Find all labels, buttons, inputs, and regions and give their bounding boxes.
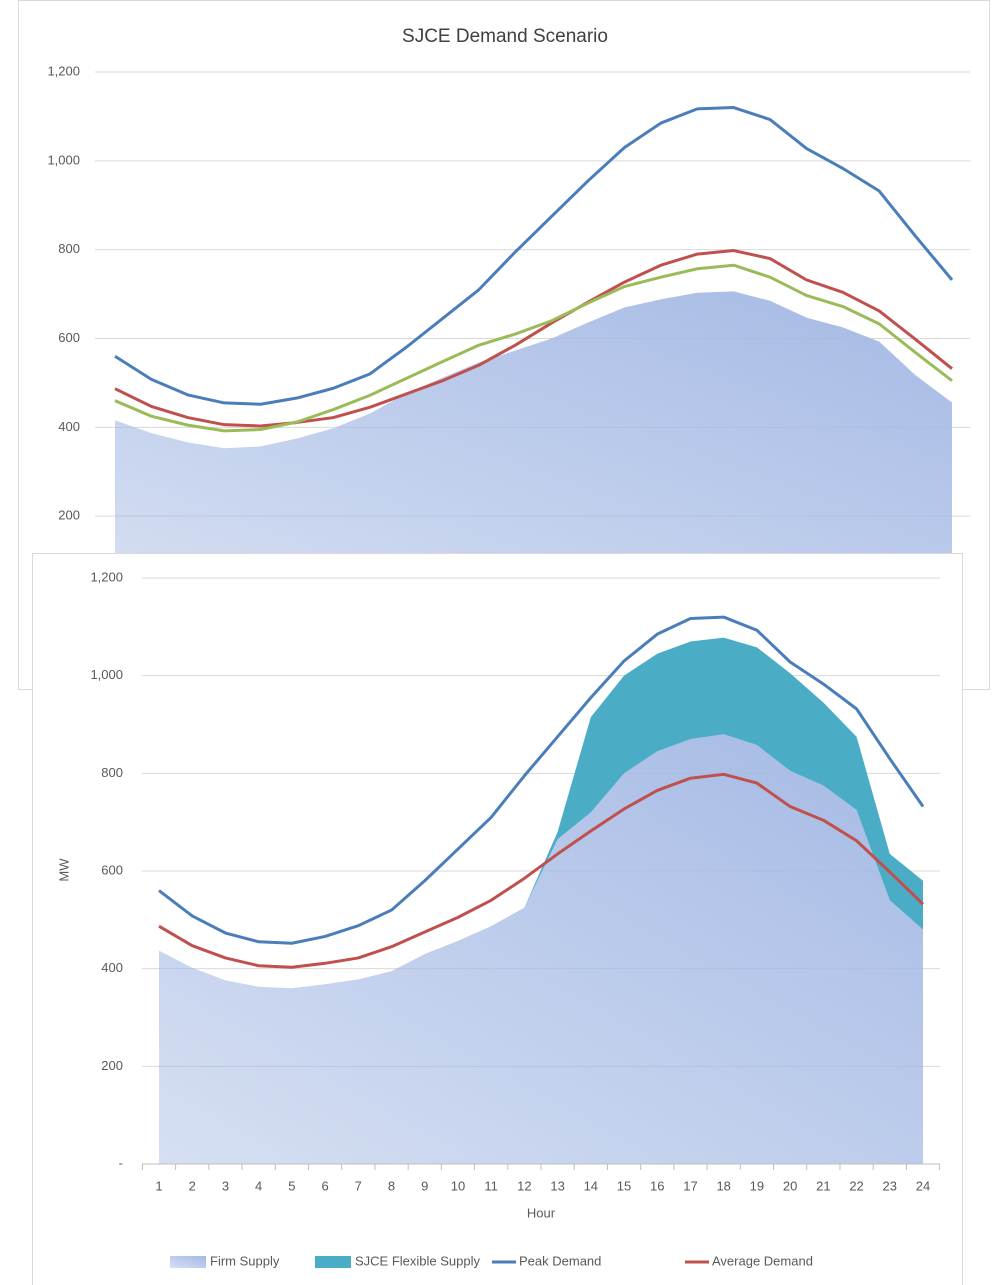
legend-swatch (315, 1256, 351, 1268)
x-tick-label: 10 (451, 1178, 465, 1193)
line (114, 249, 953, 428)
x-tick-label: 7 (355, 1178, 362, 1193)
x-tick-label: 21 (816, 1178, 830, 1193)
x-tick-label: 13 (550, 1178, 564, 1193)
line (114, 106, 954, 406)
area (159, 637, 923, 989)
x-tick-label: 4 (255, 1178, 262, 1193)
y-tick-label: 400 (101, 960, 123, 975)
y-tick-label: 600 (58, 330, 80, 345)
x-tick-label: 18 (716, 1178, 730, 1193)
x-axis-title: Hour (527, 1205, 556, 1220)
x-tick-label: 23 (883, 1178, 897, 1193)
x-tick-label: 14 (584, 1178, 598, 1193)
legend-label: Firm Supply (210, 1253, 280, 1268)
y-tick-label: 1,000 (47, 152, 80, 167)
x-tick-label: 15 (617, 1178, 631, 1193)
y-tick-label: 400 (58, 419, 80, 434)
y-tick-label: 200 (101, 1058, 123, 1073)
x-tick-label: 16 (650, 1178, 664, 1193)
y-tick-label: 800 (58, 241, 80, 256)
y-tick-label: 800 (101, 765, 123, 780)
chart-title: SJCE Demand Scenario (402, 26, 608, 47)
y-tick-label: 1,200 (47, 63, 80, 78)
x-tick-label: 19 (750, 1178, 764, 1193)
legend-label: Average Demand (712, 1253, 813, 1268)
x-tick-label: 9 (421, 1178, 428, 1193)
y-tick-label: 1,000 (90, 667, 123, 682)
x-tick-label: 3 (222, 1178, 229, 1193)
x-tick-label: 11 (484, 1178, 498, 1193)
x-tick-label: 2 (189, 1178, 196, 1193)
x-tick-label: 20 (783, 1178, 797, 1193)
x-tick-label: 6 (321, 1178, 328, 1193)
x-tick-label: 17 (683, 1178, 697, 1193)
x-tick-label: 1 (155, 1178, 162, 1193)
legend-label: Peak Demand (519, 1253, 601, 1268)
y-tick-label: 600 (101, 862, 123, 877)
x-tick-label: 24 (916, 1178, 930, 1193)
x-tick-label: 12 (517, 1178, 531, 1193)
line (114, 263, 953, 433)
x-tick-label: 22 (849, 1178, 863, 1193)
y-axis-title: MW (56, 858, 71, 882)
line (158, 615, 925, 945)
legend-swatch (170, 1256, 206, 1268)
y-tick-label: 200 (58, 508, 80, 523)
y-tick-label: 1,200 (90, 569, 123, 584)
y-tick-label: - (119, 1155, 123, 1170)
area (159, 734, 923, 1164)
x-tick-label: 8 (388, 1178, 395, 1193)
x-tick-label: 5 (288, 1178, 295, 1193)
line (158, 772, 925, 969)
legend-label: SJCE Flexible Supply (355, 1253, 480, 1268)
area (115, 291, 952, 605)
